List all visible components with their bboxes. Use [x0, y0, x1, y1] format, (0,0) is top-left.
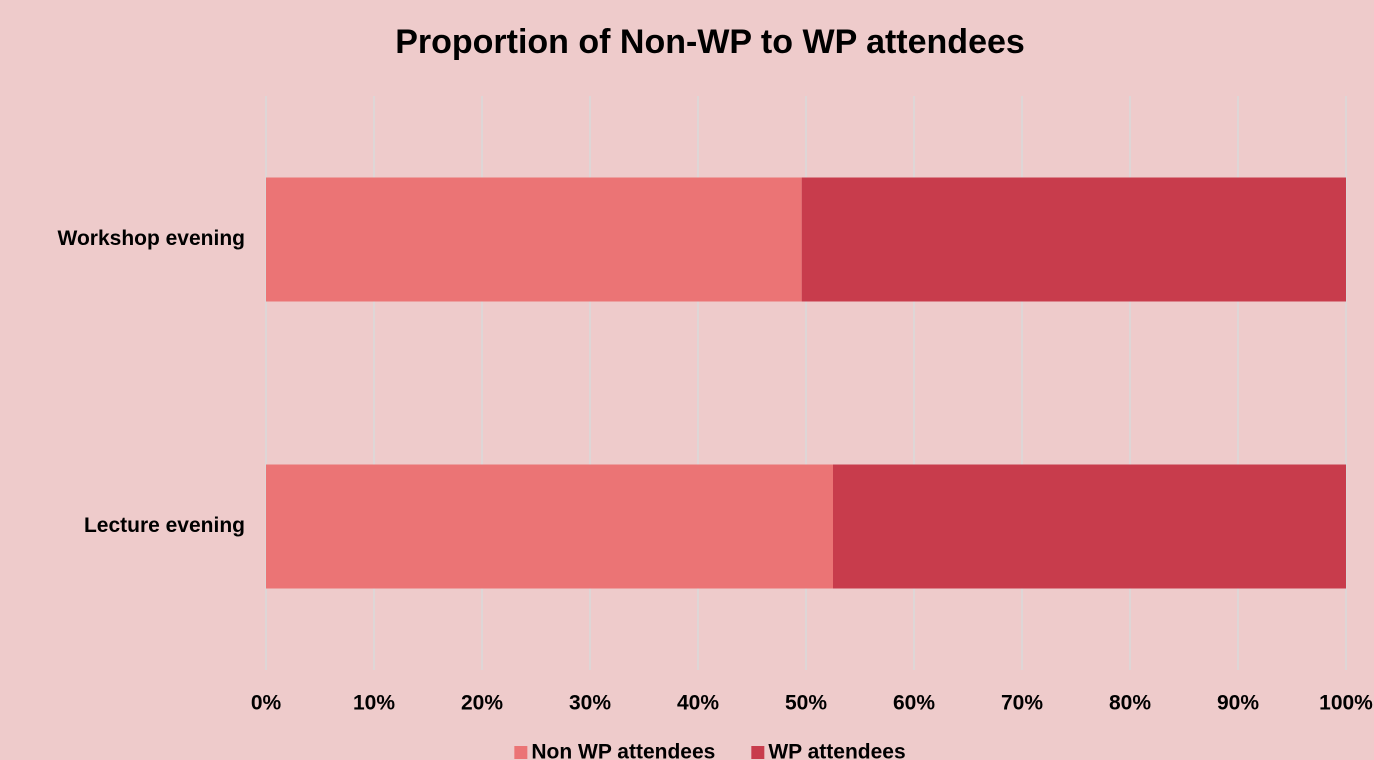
bar-segment	[266, 177, 802, 302]
x-tick-label: 60%	[893, 692, 935, 715]
legend-swatch	[751, 746, 765, 759]
x-tick-label: 50%	[785, 692, 827, 715]
x-tick-label: 80%	[1109, 692, 1151, 715]
legend-swatch	[514, 746, 528, 759]
y-tick-label: Lecture evening	[84, 514, 245, 537]
x-tick-label: 20%	[461, 692, 503, 715]
bar-segment	[266, 464, 833, 589]
chart-title: Proportion of Non-WP to WP attendees	[395, 23, 1025, 61]
legend-label: Non WP attendees	[531, 741, 715, 760]
x-tick-label: 100%	[1319, 692, 1373, 715]
x-tick-label: 40%	[677, 692, 719, 715]
x-tick-label: 10%	[353, 692, 395, 715]
bar-segment	[833, 464, 1346, 589]
x-tick-label: 30%	[569, 692, 611, 715]
y-tick-label: Workshop evening	[58, 227, 245, 250]
x-tick-label: 70%	[1001, 692, 1043, 715]
x-tick-label: 0%	[251, 692, 282, 715]
x-tick-label: 90%	[1217, 692, 1259, 715]
bar-segment	[801, 177, 1346, 302]
legend-label: WP attendees	[768, 741, 905, 760]
